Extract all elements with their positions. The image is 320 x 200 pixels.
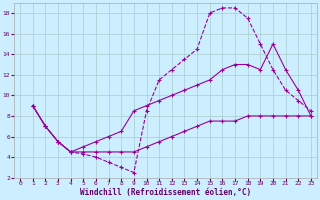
X-axis label: Windchill (Refroidissement éolien,°C): Windchill (Refroidissement éolien,°C) xyxy=(80,188,251,197)
